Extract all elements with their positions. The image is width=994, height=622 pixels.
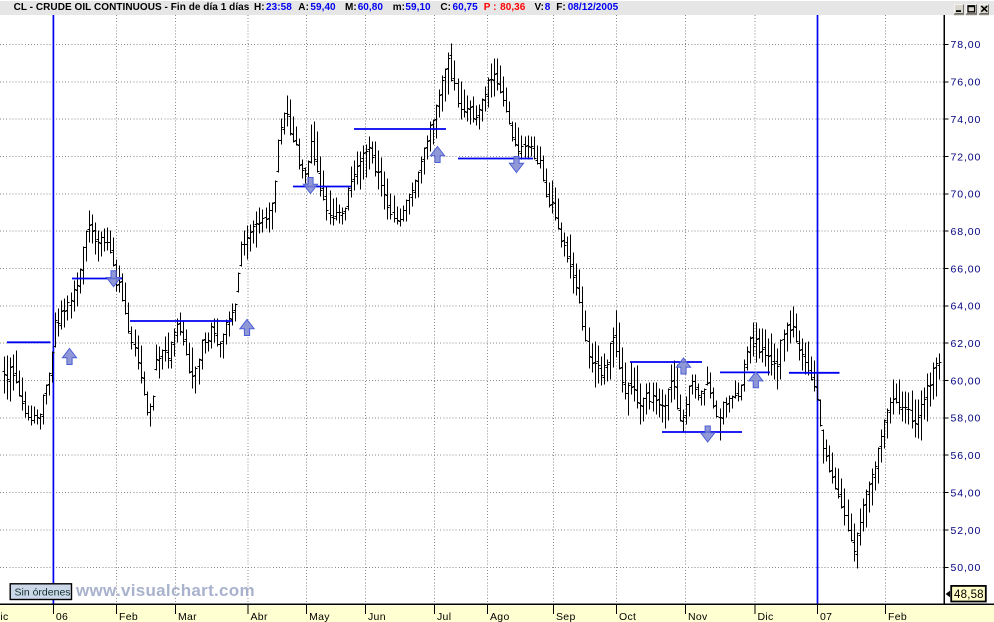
svg-text:Nov: Nov <box>688 611 708 622</box>
svg-text:56,00: 56,00 <box>951 450 982 462</box>
svg-text:Dic: Dic <box>758 611 774 622</box>
svg-text:48,58: 48,58 <box>954 589 984 601</box>
svg-text:Sep: Sep <box>556 611 576 622</box>
svg-text:68,00: 68,00 <box>951 226 982 238</box>
svg-text:76,00: 76,00 <box>951 77 982 89</box>
svg-text:Oct: Oct <box>619 611 636 622</box>
svg-text:52,00: 52,00 <box>951 525 982 537</box>
svg-text:70,00: 70,00 <box>951 189 982 201</box>
svg-text:78,00: 78,00 <box>951 39 982 51</box>
svg-text:58,00: 58,00 <box>951 413 982 425</box>
svg-text:Feb: Feb <box>119 611 138 622</box>
svg-text:74,00: 74,00 <box>951 114 982 126</box>
svg-text:Sin órdenes: Sin órdenes <box>15 587 71 599</box>
svg-text:64,00: 64,00 <box>951 301 982 313</box>
svg-text:Feb: Feb <box>888 611 907 622</box>
svg-text:50,00: 50,00 <box>951 562 982 574</box>
svg-text:07: 07 <box>820 611 832 622</box>
svg-text:66,00: 66,00 <box>951 263 982 275</box>
svg-text:06: 06 <box>56 611 68 622</box>
svg-text:Jul: Jul <box>437 611 451 622</box>
svg-text:Ago: Ago <box>490 611 510 622</box>
svg-text:Dic: Dic <box>0 611 9 622</box>
svg-text:72,00: 72,00 <box>951 151 982 163</box>
svg-text:May: May <box>309 611 330 622</box>
svg-text:54,00: 54,00 <box>951 487 982 499</box>
svg-text:Abr: Abr <box>251 611 268 622</box>
svg-text:Mar: Mar <box>178 611 197 622</box>
svg-text:60,00: 60,00 <box>951 375 982 387</box>
svg-text:www.visualchart.com: www.visualchart.com <box>75 581 255 600</box>
svg-text:Jun: Jun <box>368 611 386 622</box>
svg-text:62,00: 62,00 <box>951 338 982 350</box>
